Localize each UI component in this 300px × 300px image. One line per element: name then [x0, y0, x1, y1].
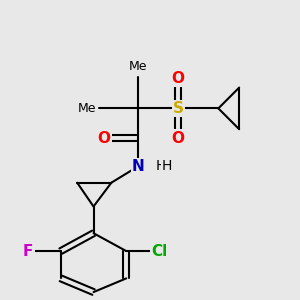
- Text: S: S: [173, 101, 184, 116]
- Text: Me: Me: [77, 102, 96, 115]
- Text: H: H: [155, 159, 166, 173]
- Text: O: O: [172, 130, 185, 146]
- Text: Cl: Cl: [151, 244, 167, 259]
- Text: F: F: [23, 244, 33, 259]
- Text: O: O: [98, 130, 110, 146]
- Text: H: H: [161, 159, 172, 173]
- Text: N: N: [132, 159, 145, 174]
- Text: O: O: [172, 71, 185, 86]
- Text: Me: Me: [129, 60, 147, 73]
